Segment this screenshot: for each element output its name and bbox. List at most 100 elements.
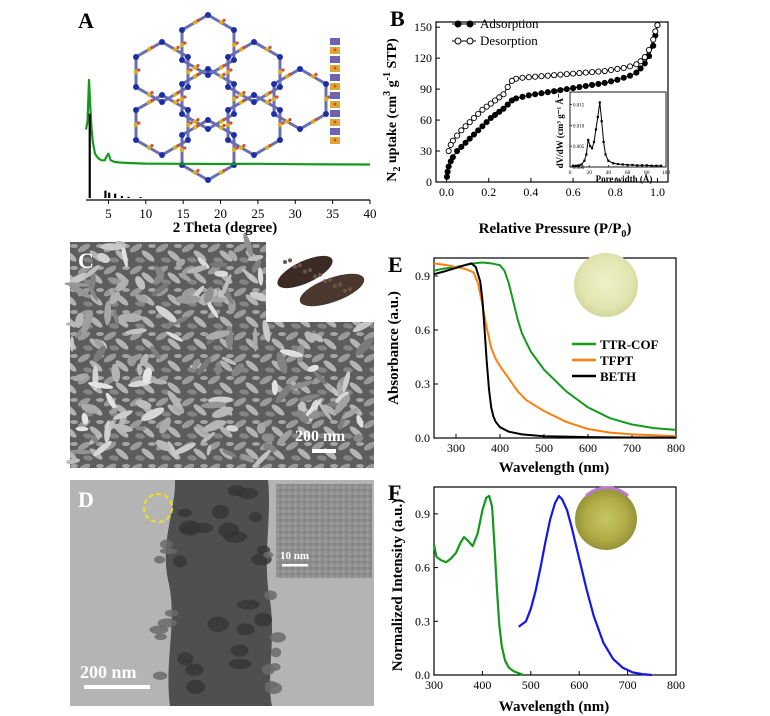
x-tick-label: 0.6 bbox=[566, 185, 581, 199]
linker-atom bbox=[323, 96, 329, 102]
linker-atom bbox=[192, 20, 198, 25]
inset-psd-point bbox=[594, 128, 598, 131]
sem-flake bbox=[66, 458, 81, 465]
rod-edge-flake bbox=[149, 625, 169, 635]
linker-atom bbox=[185, 69, 191, 75]
panel-label-f: F bbox=[388, 480, 401, 505]
node-atom bbox=[159, 92, 165, 98]
inset-psd-point bbox=[650, 164, 653, 167]
y-tick-label: 0 bbox=[426, 175, 432, 189]
sem-flake bbox=[196, 356, 212, 376]
pore-size-inset: 0 20 40 60 80 100 0.000 0.005 0.010 0.015 Pore wid… bbox=[555, 88, 670, 184]
node-atom bbox=[179, 57, 186, 63]
node-atom bbox=[179, 111, 186, 117]
inset-x-tick-label: 100 bbox=[662, 170, 671, 176]
sem-flake bbox=[355, 337, 374, 356]
node-atom bbox=[159, 39, 165, 45]
node-atom bbox=[230, 81, 237, 87]
rod-edge-flake bbox=[265, 681, 278, 689]
inset-psd-line bbox=[572, 101, 662, 167]
linker-atom bbox=[146, 100, 152, 105]
desorption-point bbox=[650, 36, 657, 43]
desorption-point bbox=[620, 64, 627, 71]
linker-atom bbox=[176, 144, 180, 148]
rod-dark-spot bbox=[237, 487, 259, 499]
spike bbox=[343, 288, 347, 293]
node-atom bbox=[297, 126, 303, 132]
rod-edge-flake bbox=[164, 609, 179, 617]
node-atom bbox=[159, 152, 165, 158]
hrtem-inset bbox=[276, 484, 372, 578]
inset-psd-point bbox=[580, 163, 583, 166]
linker-atom bbox=[327, 95, 331, 99]
plot-frame bbox=[435, 21, 669, 183]
linker-atom bbox=[314, 118, 318, 122]
desorption-point bbox=[563, 71, 570, 78]
sem-flake bbox=[221, 357, 237, 365]
sem-flake bbox=[342, 371, 351, 392]
rod-dark-spot bbox=[207, 616, 229, 632]
sem-flake bbox=[296, 409, 309, 424]
inset-psd-point bbox=[592, 140, 596, 144]
inset-y-tick-label: 0.010 bbox=[573, 124, 585, 129]
desorption-point bbox=[614, 65, 621, 73]
sem-flake bbox=[155, 305, 177, 323]
y-tick-label: 120 bbox=[414, 51, 432, 65]
inset-psd-point bbox=[571, 164, 574, 167]
linker-atom bbox=[172, 92, 178, 97]
node-atom bbox=[230, 27, 237, 33]
x-tick-label: 400 bbox=[491, 441, 509, 455]
x-axis-title-a: 2 Theta (degree) bbox=[173, 220, 277, 236]
x-tick-label: 35 bbox=[326, 206, 339, 221]
adsorption-point bbox=[538, 90, 545, 97]
y-tick-label: 0.0 bbox=[415, 668, 430, 682]
node-atom bbox=[184, 84, 191, 90]
legend-label: TTR-COF bbox=[600, 337, 659, 352]
sem-flake bbox=[135, 399, 152, 409]
inset-psd-point bbox=[585, 153, 588, 156]
linker-atom bbox=[231, 96, 237, 102]
linker-atom bbox=[281, 68, 285, 72]
sem-flake bbox=[271, 380, 279, 396]
desorption-point bbox=[608, 66, 615, 74]
desorption-point bbox=[466, 119, 473, 126]
spike bbox=[323, 279, 327, 284]
inset-psd-point bbox=[583, 159, 586, 162]
adsorption-point bbox=[513, 95, 520, 102]
y-tick-label: 0.3 bbox=[415, 614, 430, 628]
node-atom bbox=[205, 72, 211, 78]
desorption-point bbox=[462, 123, 469, 130]
adsorption-point bbox=[637, 65, 644, 72]
sem-flake bbox=[256, 422, 266, 434]
stack-atom bbox=[333, 111, 337, 115]
linker-atom bbox=[310, 119, 316, 124]
panel-label-b: B bbox=[390, 6, 405, 31]
linker-atom bbox=[150, 144, 154, 148]
sem-flake bbox=[165, 316, 189, 327]
y-tick-label: 150 bbox=[414, 20, 432, 34]
sem-flake bbox=[335, 391, 349, 404]
sem-flake bbox=[356, 414, 364, 428]
sem-flake bbox=[208, 396, 233, 404]
node-atom bbox=[179, 132, 186, 138]
linker-atom bbox=[196, 64, 200, 68]
rod-dark-spot bbox=[178, 520, 201, 536]
y-tick-label: 0.9 bbox=[415, 507, 430, 521]
inset-y-axis-title: dV/dW (cm³ g⁻¹ Å⁻¹) bbox=[555, 88, 565, 169]
inset-psd-point bbox=[621, 163, 624, 166]
sem-flake bbox=[94, 338, 105, 348]
adsorption-point bbox=[487, 114, 494, 122]
linker-atom bbox=[146, 92, 152, 97]
adsorption-point bbox=[589, 81, 596, 89]
desorption-point bbox=[458, 127, 465, 134]
desorption-point bbox=[589, 69, 596, 76]
cof-structure-illustration bbox=[133, 12, 331, 183]
sem-flake bbox=[135, 294, 149, 304]
desorption-point bbox=[544, 72, 551, 79]
inset-psd-point bbox=[587, 138, 590, 142]
adsorption-point bbox=[614, 76, 621, 83]
sem-flake bbox=[252, 449, 271, 468]
x-tick-label: 700 bbox=[623, 441, 641, 455]
x-tick-label: 30 bbox=[289, 206, 302, 221]
sem-flake bbox=[70, 449, 92, 455]
